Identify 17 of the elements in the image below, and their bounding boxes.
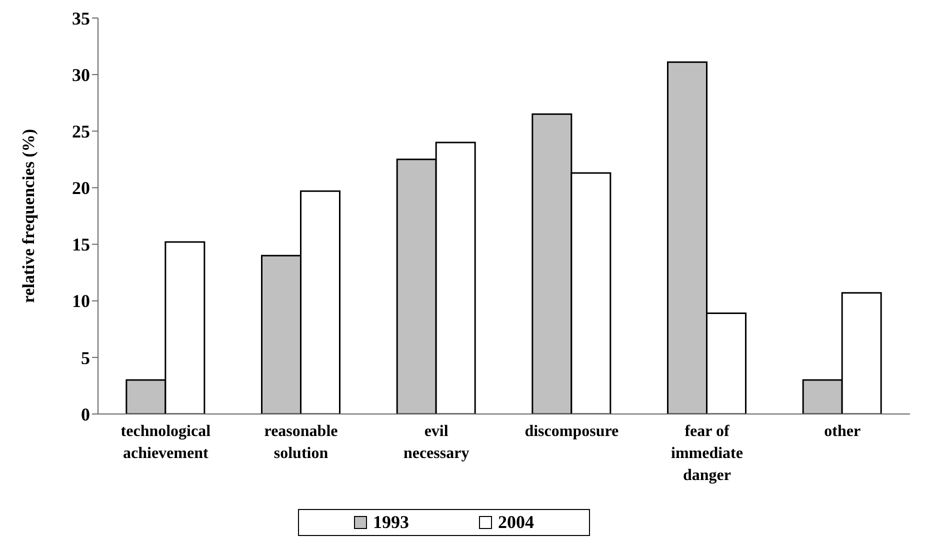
x-tick-label: fear of immediate danger — [671, 423, 743, 484]
y-tick-label: 10 — [72, 291, 90, 312]
y-tick-label: 35 — [72, 8, 90, 28]
y-tick-label: 15 — [72, 234, 90, 255]
x-tick-label: technological achievement — [120, 423, 212, 462]
x-tick-label: evil necessary — [403, 423, 470, 462]
x-tick-label: other — [824, 423, 861, 440]
y-tick-label: 0 — [81, 404, 90, 424]
y-axis-title: relative frequencies (%) — [19, 128, 38, 304]
x-tick-label: reasonable solution — [264, 423, 338, 462]
x-tick-label: discomposure — [524, 423, 619, 440]
legend-label: 2004 — [498, 512, 534, 533]
y-tick-label: 5 — [81, 348, 90, 368]
y-tick-label: 25 — [72, 122, 90, 142]
legend-label: 1993 — [373, 512, 409, 533]
y-tick-label: 30 — [72, 64, 90, 85]
y-tick-label: 20 — [72, 178, 90, 198]
